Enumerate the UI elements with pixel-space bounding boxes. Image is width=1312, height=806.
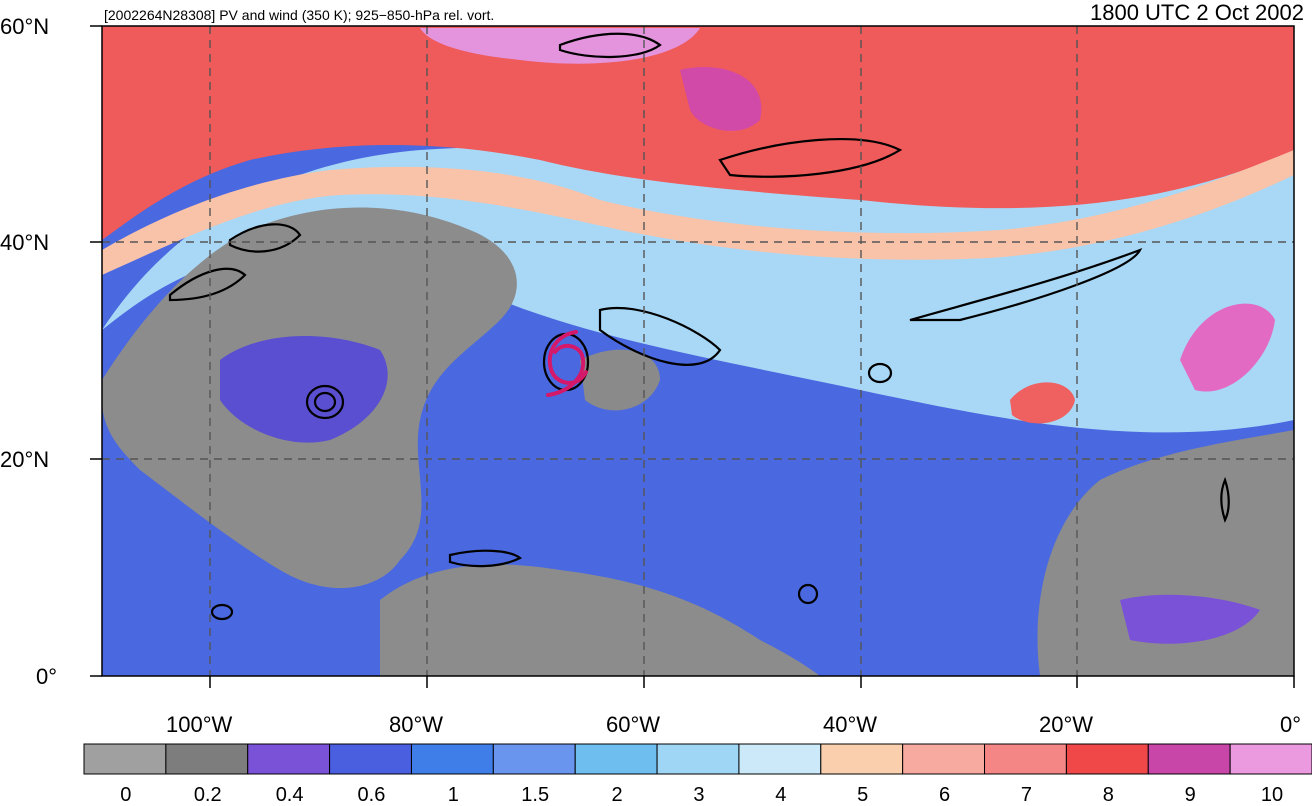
pv-iberia-anomaly <box>1180 303 1275 392</box>
colorbar-label: 0 <box>120 784 132 806</box>
colorbar-box <box>492 743 576 775</box>
colorbar-label: 4 <box>775 784 787 806</box>
land-south-america <box>380 564 820 676</box>
axis-ticks <box>90 25 1295 688</box>
pv-magenta-core-2 <box>680 67 762 131</box>
colorbar-box <box>1229 743 1312 775</box>
lon-label-100w: 100°W <box>166 712 233 737</box>
lat-label-40n: 40°N <box>0 230 50 255</box>
colorbar-label: 1.5 <box>521 784 550 806</box>
graticule <box>102 26 1294 676</box>
colorbar-box <box>165 743 249 775</box>
colorbar-box <box>902 743 986 775</box>
land-gulf-water <box>220 336 388 443</box>
vort-contour <box>867 362 893 384</box>
pv-red-jet <box>102 26 1294 240</box>
colorbar-box <box>410 743 494 775</box>
colorbar-label: 3 <box>693 784 705 806</box>
colorbar-box <box>984 743 1067 775</box>
colorbar-box <box>738 743 822 775</box>
lat-label-0: 0° <box>36 664 58 689</box>
pv-red-cutoff-low <box>1010 382 1075 424</box>
vort-contour <box>228 223 302 253</box>
colorbar-label: 8 <box>1102 784 1114 806</box>
vort-contour <box>558 32 662 59</box>
lon-label-40w: 40°W <box>823 712 878 737</box>
vort-contour <box>909 247 1143 322</box>
map-frame <box>101 25 1295 677</box>
cyclone-arm-lower <box>546 343 586 397</box>
subtropical-dry-patch <box>580 349 660 411</box>
colorbar-label: 9 <box>1184 784 1196 806</box>
colorbar-box <box>1147 743 1231 775</box>
vort-contour <box>1220 476 1230 523</box>
vort-contour <box>210 603 234 621</box>
map-title-right: 1800 UTC 2 Oct 2002 <box>1089 0 1304 25</box>
lat-label-60n: 60°N <box>0 14 50 39</box>
pv-salmon-band <box>102 150 1294 275</box>
lon-label-60w: 60°W <box>606 712 661 737</box>
lat-label-20n: 20°N <box>0 447 50 472</box>
colorbar-box <box>329 743 412 775</box>
colorbar <box>83 743 1312 775</box>
colorbar-label: 0.6 <box>357 784 386 806</box>
tropical-cyclone-symbol <box>546 330 588 397</box>
colorbar-label: 6 <box>938 784 951 806</box>
colorbar-label: 10 <box>1260 784 1284 806</box>
colorbar-box <box>656 743 740 775</box>
vort-contour <box>718 138 903 178</box>
colorbar-label: 7 <box>1020 784 1032 806</box>
land-gulf-of-guinea <box>1120 594 1260 644</box>
lon-label-80w: 80°W <box>389 712 444 737</box>
colorbar-label: 0.4 <box>275 784 304 806</box>
map-plot-area <box>90 25 1295 688</box>
map-title-left: [2002264N28308] PV and wind (350 K); 925… <box>104 7 495 23</box>
colorbar-label: 1 <box>447 784 459 806</box>
colorbar-box <box>1065 743 1149 775</box>
colorbar-label: 5 <box>857 784 869 806</box>
colorbar-box <box>574 743 658 775</box>
colorbar-label: 2 <box>611 784 623 806</box>
vort-contour <box>448 549 523 568</box>
vort-contour <box>305 384 345 420</box>
vort-contour <box>168 267 247 302</box>
vort-contour <box>313 391 337 413</box>
colorbar-box <box>247 743 331 775</box>
colorbar-box <box>83 743 167 775</box>
colorbar-box <box>820 743 904 775</box>
vort-contour <box>797 583 819 605</box>
lon-label-20w: 20°W <box>1039 712 1094 737</box>
lon-label-0: 0° <box>1280 712 1302 737</box>
colorbar-label: 0.2 <box>193 784 222 806</box>
